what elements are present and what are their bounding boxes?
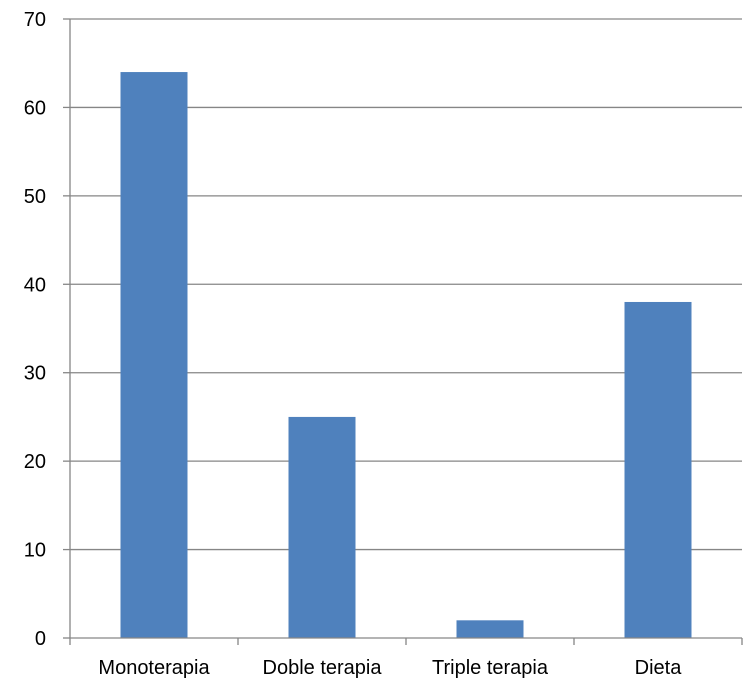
bar-monoterapia xyxy=(120,72,188,639)
axes xyxy=(63,18,743,645)
x-tick-labels: Monoterapia Doble terapia Triple terapia Di… xyxy=(98,657,682,679)
bar-doble-terapia xyxy=(288,416,356,638)
x-tick-label-triple-terapia: Triple terapia xyxy=(432,657,549,679)
y-tick-label-10: 10 xyxy=(24,540,46,562)
bars xyxy=(120,72,692,639)
bar-triple-terapia xyxy=(456,620,524,638)
y-tick-label-0: 0 xyxy=(35,628,46,650)
y-tick-label-60: 60 xyxy=(24,97,46,119)
y-tick-label-30: 30 xyxy=(24,363,46,385)
x-tick-label-monoterapia: Monoterapia xyxy=(98,657,210,679)
y-tick-labels: 0 10 20 30 40 50 60 70 xyxy=(24,9,46,650)
y-tick-label-40: 40 xyxy=(24,274,46,296)
y-tick-label-50: 50 xyxy=(24,186,46,208)
y-tick-label-20: 20 xyxy=(24,451,46,473)
x-tick-label-doble-terapia: Doble terapia xyxy=(263,657,383,679)
x-tick-label-dieta: Dieta xyxy=(635,657,683,679)
y-tick-label-70: 70 xyxy=(24,9,46,31)
bar-dieta xyxy=(624,301,692,638)
